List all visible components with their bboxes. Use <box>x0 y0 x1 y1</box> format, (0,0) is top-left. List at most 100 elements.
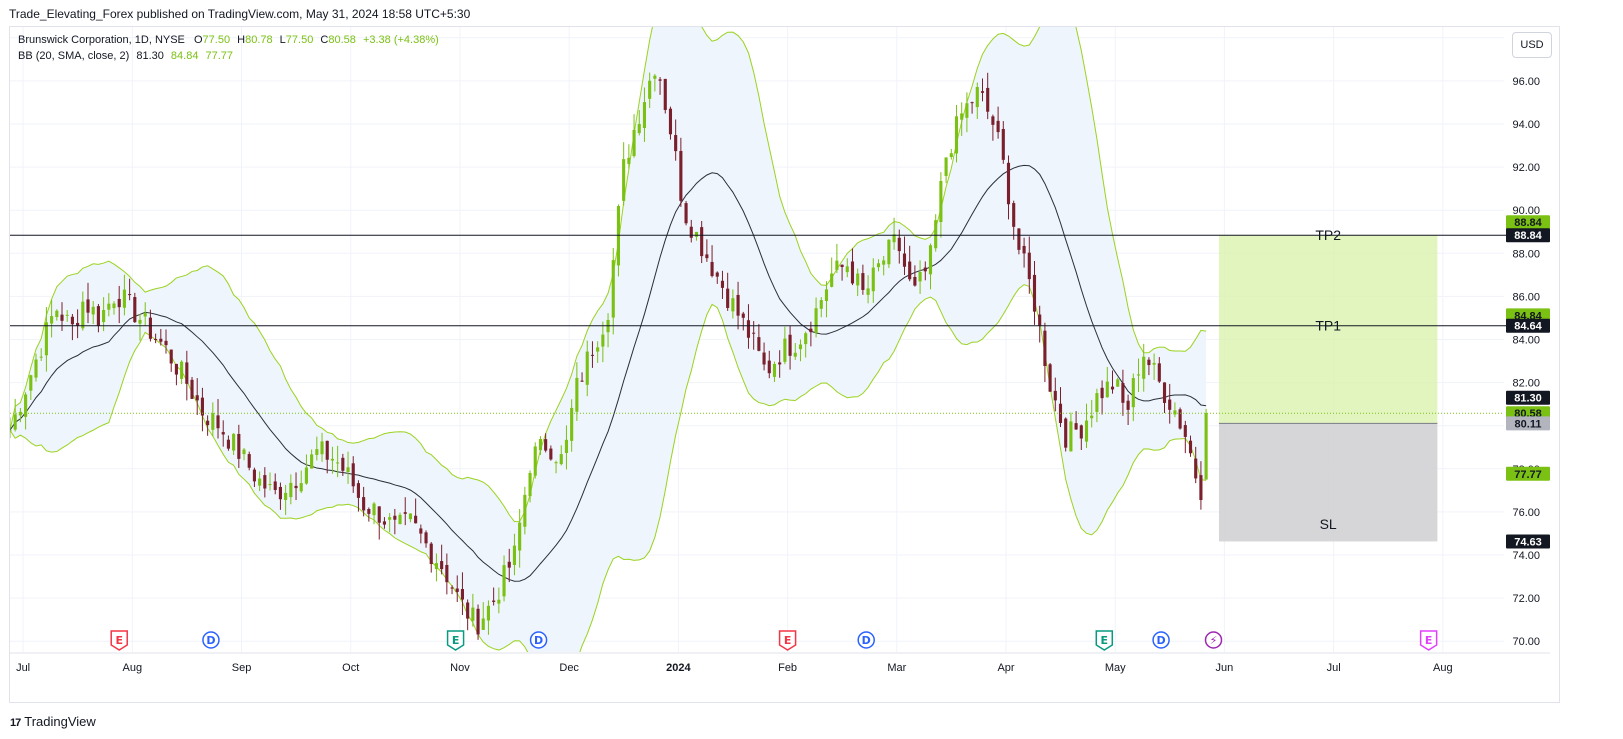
candle <box>632 114 636 158</box>
candle-body <box>986 87 990 112</box>
candle <box>294 472 298 501</box>
candle-body <box>211 413 215 430</box>
candle-body <box>564 439 569 453</box>
candle-body <box>1178 409 1182 429</box>
candle-body <box>1095 393 1099 412</box>
candle-body <box>1027 252 1031 280</box>
candle-body <box>710 261 714 277</box>
candle-body <box>481 618 485 630</box>
candle-body <box>367 509 371 514</box>
candle-body <box>1053 390 1057 401</box>
candle <box>507 548 511 583</box>
candle <box>70 313 74 341</box>
candle-body <box>122 289 126 308</box>
candle-body <box>887 239 891 265</box>
high-value: 80.78 <box>245 34 273 46</box>
price-label-text: 81.30 <box>1514 393 1542 405</box>
candle-body <box>658 79 662 81</box>
candle-body <box>585 351 589 385</box>
candle-body <box>1069 421 1073 452</box>
candle <box>24 392 28 430</box>
candle <box>996 106 1000 139</box>
candle <box>200 387 204 432</box>
price-label: 84.64 <box>1506 318 1550 333</box>
open-value: 77.50 <box>202 34 231 46</box>
bb-lower-line <box>10 284 1207 652</box>
low-value: 77.50 <box>285 34 314 46</box>
candle <box>1183 420 1187 454</box>
candle <box>372 501 376 525</box>
event-letter: E <box>452 634 460 647</box>
candle-body <box>975 87 979 108</box>
candle-body <box>117 298 121 308</box>
candle-body <box>403 512 407 514</box>
candle <box>700 220 704 264</box>
candle-body <box>356 483 360 498</box>
candle <box>1032 261 1037 325</box>
candle-body <box>195 395 199 401</box>
earnings-icon <box>1419 630 1438 651</box>
y-tick-label: 76.00 <box>1512 507 1540 519</box>
candle-body <box>460 589 465 600</box>
candle-body <box>819 300 823 309</box>
candle <box>159 328 163 346</box>
candle <box>1100 380 1104 415</box>
candle-body <box>258 478 262 486</box>
candle-body <box>741 313 745 318</box>
candle-body <box>29 375 33 391</box>
candle-body <box>689 226 693 238</box>
event-marker-dividend: D <box>202 631 220 649</box>
candle <box>289 474 293 505</box>
price-label: 81.30 <box>1506 390 1550 405</box>
candle-body <box>346 467 350 472</box>
candle-body <box>1126 400 1130 410</box>
y-tick-label: 72.00 <box>1512 593 1540 605</box>
candle-body <box>965 103 969 118</box>
candle <box>814 297 818 338</box>
candle <box>918 260 922 294</box>
candle-body <box>559 454 563 465</box>
candle-body <box>102 309 106 323</box>
candle <box>310 449 314 469</box>
chart-frame <box>9 26 1560 703</box>
candle-body <box>65 314 69 316</box>
currency-button[interactable]: USD <box>1512 32 1552 58</box>
candle <box>1136 358 1141 392</box>
candle <box>876 259 881 272</box>
candle <box>497 587 501 614</box>
candle-body <box>34 359 38 378</box>
candle <box>637 110 641 136</box>
candle <box>1027 236 1031 294</box>
candle-body <box>247 454 251 468</box>
candle-body <box>362 497 366 511</box>
sl-label: SL <box>1320 516 1337 532</box>
candle-body <box>970 102 974 104</box>
candle-body <box>18 411 22 416</box>
candle <box>845 258 849 278</box>
candle-body <box>1064 418 1068 448</box>
candle <box>133 292 137 323</box>
candle-body <box>1017 228 1021 250</box>
event-letter: D <box>534 634 543 647</box>
candle-body <box>798 344 803 350</box>
candle <box>252 467 256 488</box>
candle-body <box>471 607 475 621</box>
candle-body <box>450 587 454 589</box>
candle <box>1079 424 1083 450</box>
price-label-bg <box>1506 390 1550 405</box>
event-letter: E <box>115 634 123 647</box>
candle <box>1017 228 1021 255</box>
candle-body <box>580 380 584 382</box>
bb-upper-value: 84.84 <box>170 50 199 62</box>
candle-body <box>419 528 423 534</box>
tradingview-mark-icon: 17 <box>10 717 21 729</box>
tp2-label: TP2 <box>1315 227 1341 243</box>
candle-body <box>830 273 834 287</box>
candle-body <box>169 349 173 364</box>
candle-body <box>705 254 709 259</box>
candle-body <box>934 220 938 249</box>
candle-body <box>1162 382 1167 403</box>
candle <box>819 297 823 318</box>
candle <box>226 435 230 451</box>
